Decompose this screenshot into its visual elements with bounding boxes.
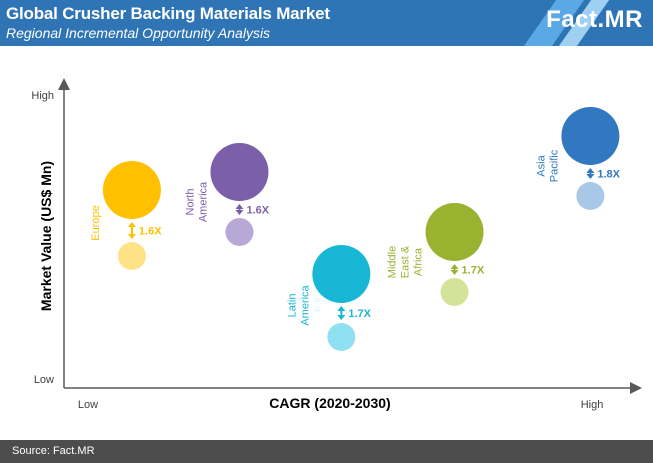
latin-america-arrow-head-down bbox=[337, 315, 346, 320]
asia-pacific-large-bubble bbox=[561, 107, 620, 165]
middle-east-africa-multiplier-label: 1.7X bbox=[462, 265, 485, 277]
source-note: Source: Fact.MR bbox=[12, 445, 95, 457]
north-america-region-label-line: America bbox=[197, 181, 209, 222]
middle-east-africa-region-label-line: East & bbox=[400, 245, 412, 278]
north-america-arrow-head-down bbox=[235, 210, 244, 215]
asia-pacific-region-label-line: Asia bbox=[535, 154, 547, 176]
footer-bar: Source: Fact.MR bbox=[0, 440, 653, 463]
asia-pacific-arrow-head-up bbox=[586, 168, 595, 173]
europe-multiplier-label: 1.6X bbox=[139, 226, 162, 238]
middle-east-africa-region-label-line: Africa bbox=[413, 247, 425, 276]
latin-america-large-bubble bbox=[312, 245, 371, 303]
x-tick-low: Low bbox=[78, 399, 98, 411]
asia-pacific-small-bubble bbox=[576, 182, 605, 210]
europe-region-label-line: Europe bbox=[90, 205, 102, 240]
latin-america-small-bubble bbox=[327, 323, 356, 351]
north-america-arrow-head-up bbox=[235, 204, 244, 209]
middle-east-africa-arrow-head-down bbox=[450, 270, 459, 275]
factmr-logo: Fact.MR bbox=[546, 6, 643, 33]
chart-subtitle: Regional Incremental Opportunity Analysi… bbox=[6, 25, 271, 41]
middle-east-africa-region-label-line: Middle bbox=[387, 246, 399, 278]
y-axis-label: Market Value (US$ Mn) bbox=[38, 161, 54, 311]
north-america-region-label-line: North bbox=[184, 189, 196, 216]
chart-title: Global Crusher Backing Materials Market bbox=[6, 4, 330, 23]
asia-pacific-multiplier-label: 1.8X bbox=[597, 169, 620, 181]
north-america-multiplier-label: 1.6X bbox=[246, 205, 269, 217]
header-banner: Global Crusher Backing Materials Market … bbox=[0, 0, 653, 46]
x-tick-high: High bbox=[581, 399, 604, 411]
middle-east-africa-arrow-head-up bbox=[450, 264, 459, 269]
middle-east-africa-small-bubble bbox=[440, 278, 469, 306]
bubble-chart: High Low Low High CAGR (2020-2030) Marke… bbox=[31, 78, 642, 411]
latin-america-region-label-line: Latin bbox=[286, 294, 298, 318]
north-america-large-bubble bbox=[210, 143, 269, 201]
north-america-small-bubble bbox=[225, 218, 254, 246]
latin-america-region-label-line: America bbox=[299, 284, 311, 325]
middle-east-africa-large-bubble bbox=[425, 203, 484, 261]
europe-small-bubble bbox=[117, 242, 146, 270]
europe-large-bubble bbox=[102, 161, 161, 219]
y-tick-low: Low bbox=[34, 374, 54, 386]
asia-pacific-region-label-line: Pacific bbox=[548, 149, 560, 182]
x-axis-label: CAGR (2020-2030) bbox=[269, 395, 390, 411]
europe-arrow-head-down bbox=[127, 234, 136, 239]
europe-arrow-head-up bbox=[127, 222, 136, 227]
asia-pacific-arrow-head-down bbox=[586, 174, 595, 179]
y-tick-high: High bbox=[31, 90, 54, 102]
latin-america-arrow-head-up bbox=[337, 306, 346, 311]
latin-america-multiplier-label: 1.7X bbox=[348, 308, 371, 320]
